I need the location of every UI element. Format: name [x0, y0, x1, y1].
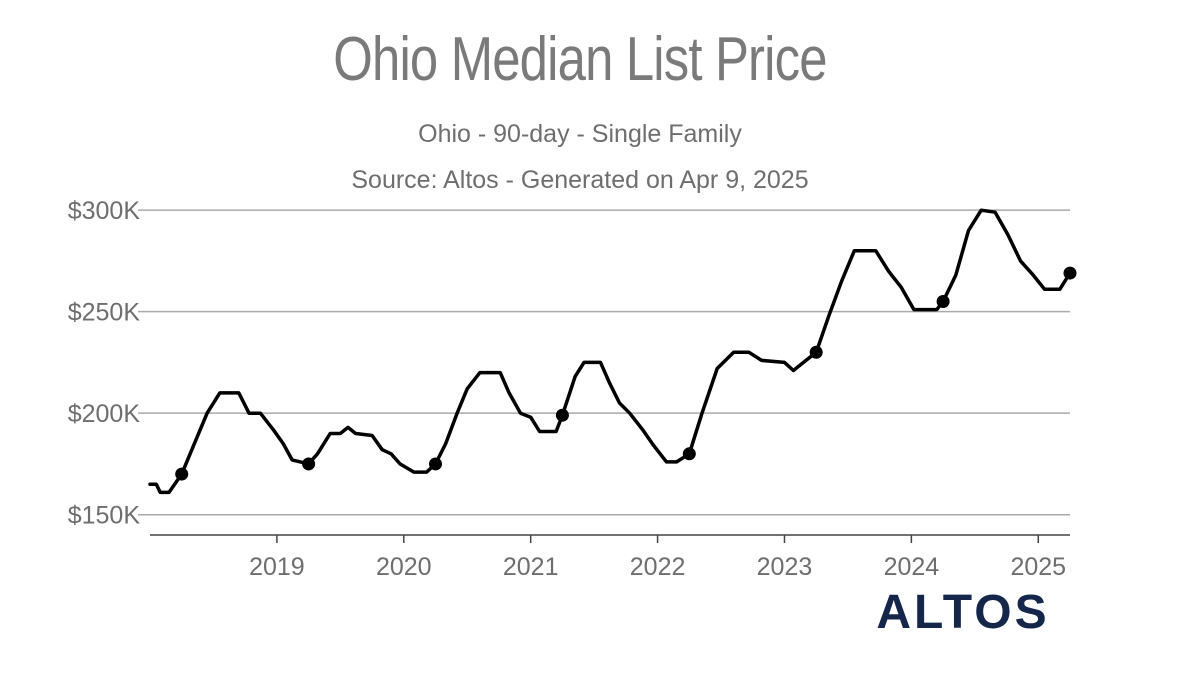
y-tick-label: $250K [68, 299, 141, 327]
x-tick-label: 2019 [249, 553, 305, 581]
gridlines [138, 209, 1070, 516]
data-point [429, 457, 443, 471]
data-point [555, 408, 569, 422]
altos-logo: ALTOS [876, 586, 1049, 639]
x-tick-label: 2024 [884, 553, 940, 581]
chart-title: Ohio Median List Price [333, 25, 827, 94]
x-tick-label: 2025 [1010, 553, 1066, 581]
x-tick-label: 2020 [376, 553, 432, 581]
chart-source: Source: Altos - Generated on Apr 9, 2025 [351, 166, 809, 194]
x-tick-label: 2021 [503, 553, 559, 581]
y-tick-label: $150K [68, 502, 141, 530]
y-tick-label: $200K [68, 400, 141, 428]
data-point [1063, 266, 1077, 280]
plot-area [148, 208, 1077, 495]
x-tick-label: 2022 [630, 553, 686, 581]
chart-subtitle: Ohio - 90-day - Single Family [418, 120, 742, 148]
logo-text: ALTOS [876, 586, 1049, 639]
x-axis: 2019 2020 2021 2022 2023 2024 2025 [150, 534, 1070, 581]
y-tick-label: $300K [68, 197, 141, 225]
data-point [175, 467, 189, 481]
data-point [936, 295, 950, 309]
data-point [682, 447, 696, 461]
data-point [302, 457, 316, 471]
data-point [809, 345, 823, 359]
x-tick-label: 2023 [757, 553, 813, 581]
series-line [148, 208, 1072, 495]
y-axis: $150K $200K $250K $300K [68, 197, 141, 530]
